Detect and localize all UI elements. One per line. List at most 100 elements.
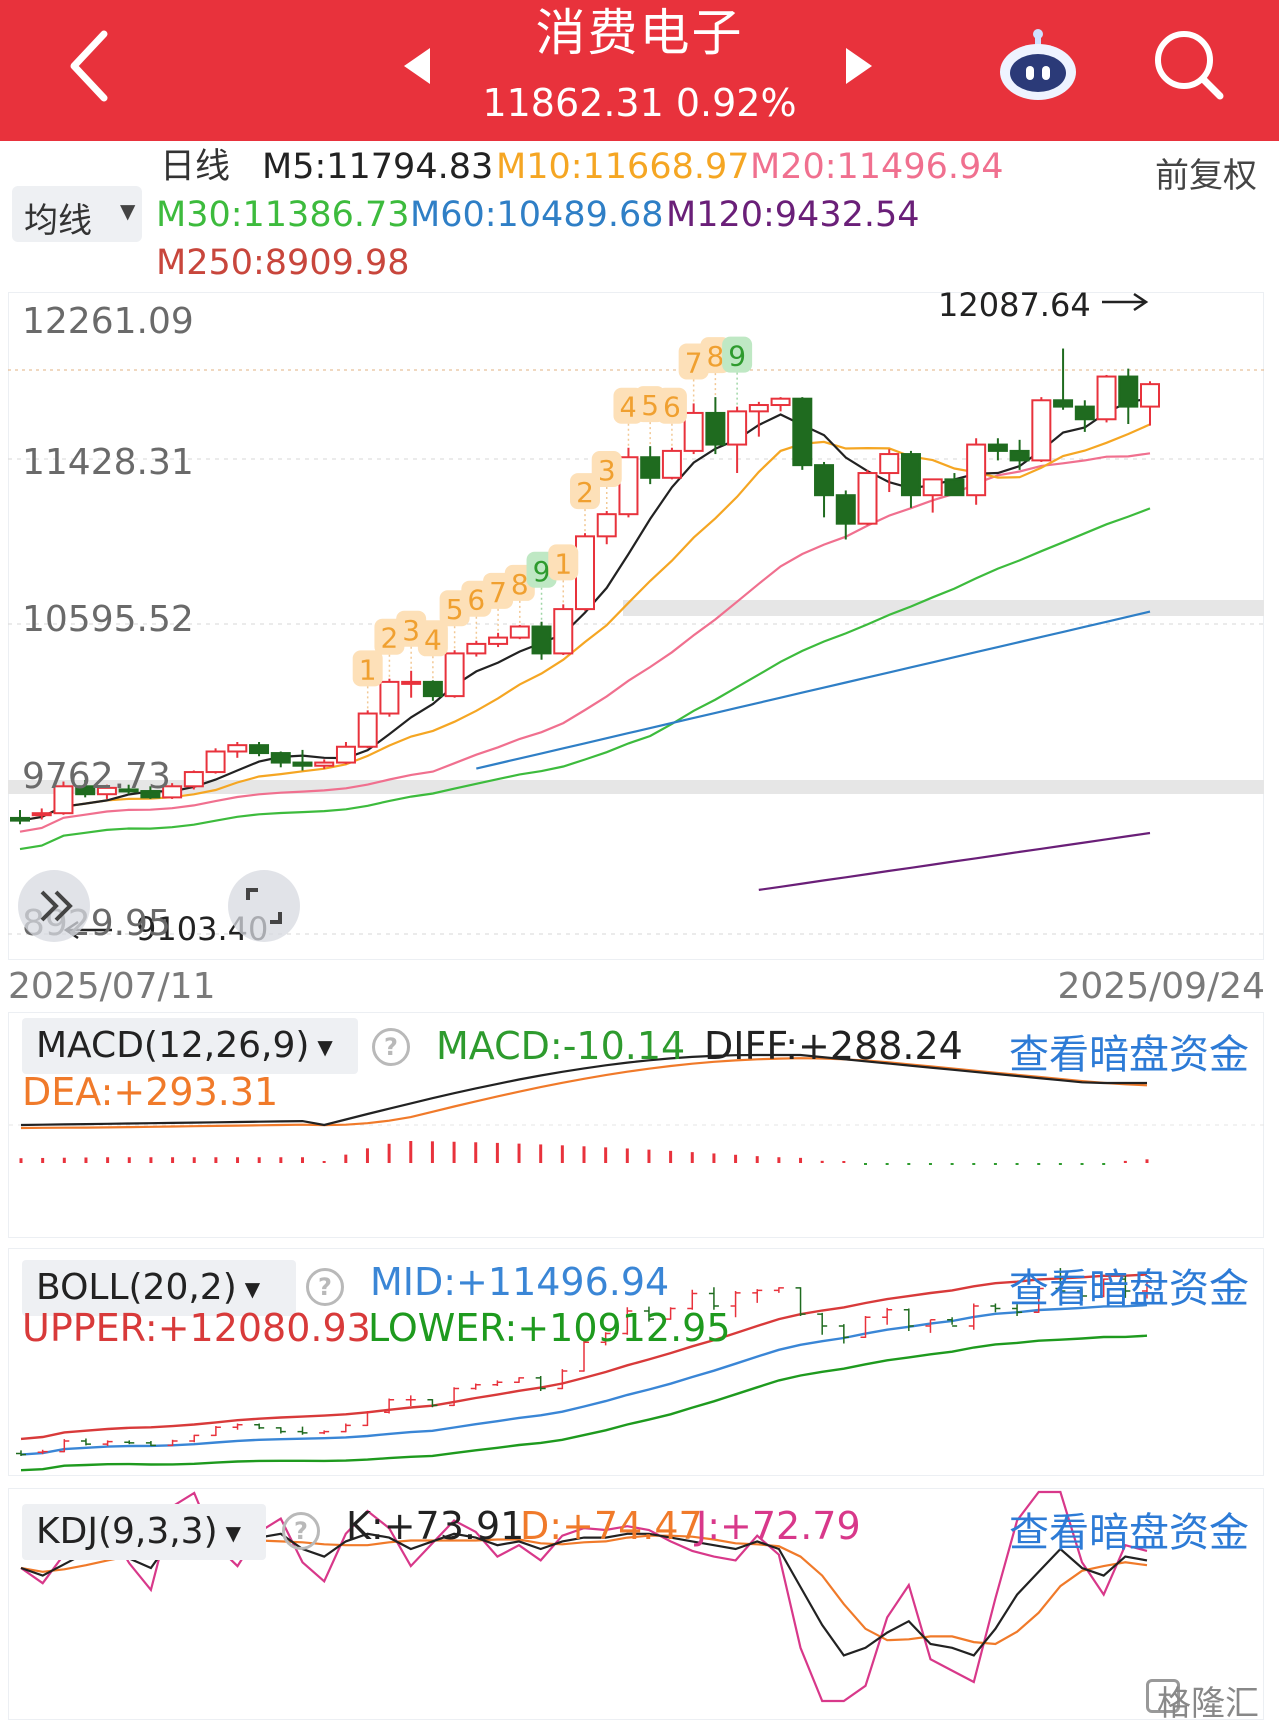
gap-band — [623, 600, 1264, 616]
candle-body — [966, 443, 987, 497]
chevron-down-icon: ▼ — [244, 1277, 261, 1301]
search-icon[interactable] — [1150, 26, 1226, 102]
td-count-badge — [656, 387, 687, 424]
collapse-sidebar-button[interactable] — [18, 870, 90, 942]
ma-selector-dropdown[interactable]: 均线 ▼ — [12, 186, 142, 242]
candle-body — [270, 752, 291, 764]
macd-value: MACD:-10.14 — [436, 1024, 686, 1068]
candle-body — [118, 788, 139, 793]
candle-body — [1140, 383, 1160, 408]
candle-body — [553, 608, 574, 655]
macd-indicator-dropdown[interactable]: MACD(12,26,9) ▼ — [22, 1018, 358, 1074]
next-triangle-icon[interactable] — [838, 40, 878, 90]
boll-mid-value: MID:+11496.94 — [370, 1260, 670, 1304]
kdj-name: KDJ(9,3,3) — [36, 1511, 218, 1552]
kdj-k-value: K:+73.91 — [346, 1504, 525, 1548]
candlestick-chart[interactable] — [8, 292, 1264, 960]
kdj-d-value: D:+74.47 — [520, 1504, 703, 1548]
dark-pool-link[interactable]: 查看暗盘资金 — [1009, 1032, 1249, 1078]
candle-body — [31, 812, 52, 817]
kdj-indicator-dropdown[interactable]: KDJ(9,3,3) ▼ — [22, 1504, 266, 1560]
candle-body — [96, 786, 117, 796]
candle-body — [575, 535, 595, 611]
candle-body — [531, 625, 552, 655]
help-icon[interactable]: ? — [282, 1512, 320, 1550]
candle-body — [379, 680, 400, 715]
chevron-down-icon: ▼ — [225, 1521, 242, 1545]
candle-body — [748, 404, 769, 413]
td-count-label: 8 — [511, 568, 529, 601]
ma60-value: M60:10489.68 — [410, 195, 664, 235]
candle-body — [596, 513, 617, 538]
td-count-label: 4 — [620, 391, 638, 424]
page-title: 消费电子 — [535, 4, 744, 62]
candle-body — [1074, 405, 1095, 421]
high-price-label: 12087.64 — [938, 292, 1091, 324]
candle-body — [640, 456, 661, 479]
macd-svg — [9, 1053, 1265, 1165]
ma10-value: M10:11668.97 — [496, 147, 750, 187]
candle-body — [900, 453, 921, 497]
candle-body — [466, 642, 487, 655]
macd-panel — [8, 1012, 1265, 1238]
boll-panel — [8, 1248, 1264, 1476]
y-axis-label: 9762.73 — [22, 756, 171, 797]
dark-pool-link[interactable]: 查看暗盘资金 — [1009, 1510, 1249, 1556]
candle-body — [249, 744, 270, 755]
y-axis-label: 12261.09 — [22, 301, 194, 342]
candle-body — [509, 625, 530, 639]
diff-line — [20, 1053, 1147, 1127]
boll-lower-line — [20, 1334, 1148, 1472]
price-adjust-toggle[interactable]: 前复权 — [1155, 156, 1257, 196]
candle-body — [422, 680, 443, 698]
candle-body — [227, 744, 248, 753]
ma120-value: M120:9432.54 — [666, 195, 920, 235]
candle-body — [183, 771, 204, 788]
help-icon[interactable]: ? — [372, 1028, 410, 1066]
boll-indicator-dropdown[interactable]: BOLL(20,2) ▼ — [22, 1260, 296, 1316]
td-count-label: 3 — [402, 614, 420, 647]
boll-upper-value: UPPER:+12080.93 — [22, 1306, 371, 1350]
help-icon[interactable]: ? — [306, 1268, 344, 1306]
candle-body — [727, 410, 748, 446]
candle-body — [488, 636, 509, 645]
price-change: 11862.31 0.92% — [482, 81, 797, 125]
arrow-right-icon — [1102, 292, 1149, 312]
td-count-label: 4 — [424, 623, 442, 656]
td-count-label: 5 — [641, 389, 659, 422]
end-date-label: 2025/09/24 — [1057, 966, 1266, 1007]
ma5-value: M5:11794.83 — [262, 147, 494, 187]
back-arrow-icon[interactable] — [64, 26, 124, 106]
period-label: 日线 — [160, 147, 231, 187]
td-count-label: 7 — [489, 576, 507, 609]
fullscreen-button[interactable] — [228, 870, 300, 942]
candle-body — [140, 790, 161, 799]
y-axis-label: 11428.31 — [22, 442, 194, 483]
candle-body — [10, 816, 30, 822]
candle-body — [683, 411, 704, 452]
td-count-label: 9 — [533, 555, 551, 588]
gelonghui-logo-icon — [1146, 1679, 1180, 1713]
boll-upper-line — [20, 1273, 1148, 1441]
candle-body — [1096, 375, 1117, 421]
candle-body — [205, 750, 226, 774]
candle-body — [705, 411, 726, 446]
boll-lower-value: LOWER:+10912.95 — [368, 1306, 731, 1350]
dea-line — [20, 1057, 1148, 1130]
candle-body — [357, 712, 378, 748]
robot-assistant-icon[interactable] — [996, 26, 1080, 102]
candle-body — [1009, 449, 1030, 462]
candle-body — [401, 680, 422, 685]
ma120-line — [758, 831, 1151, 891]
candle-body — [314, 761, 335, 767]
td-count-badge — [722, 336, 753, 373]
td-count-label: 1 — [359, 653, 377, 686]
ma60-line — [476, 610, 1151, 770]
ma30-value: M30:11386.73 — [156, 195, 410, 235]
prev-triangle-icon[interactable] — [400, 40, 440, 90]
dark-pool-link[interactable]: 查看暗盘资金 — [1009, 1266, 1249, 1312]
watermark: 格隆汇 — [1157, 1684, 1259, 1724]
candle-body — [922, 478, 943, 497]
candle-body — [835, 494, 856, 525]
candle-body — [661, 449, 682, 479]
